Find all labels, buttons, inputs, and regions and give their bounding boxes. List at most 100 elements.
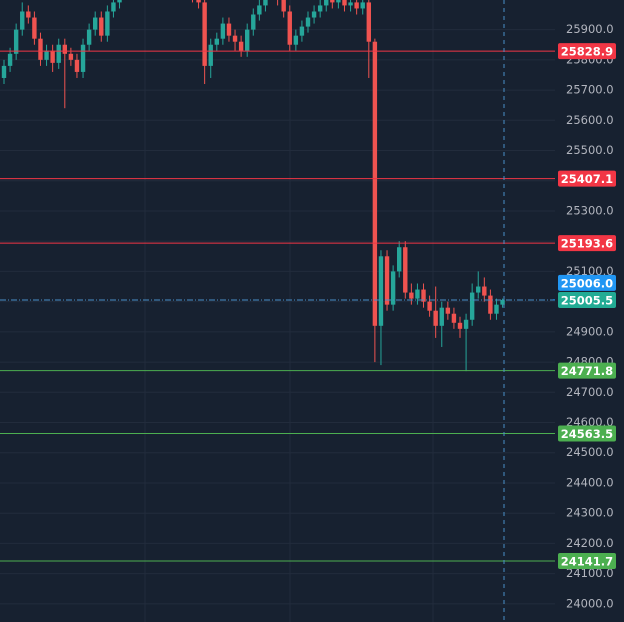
candle-body [99,17,104,36]
candle-body [257,5,262,15]
price-tag-label: 24771.8 [561,364,613,378]
candle-body [20,11,25,30]
candle-body [378,256,384,326]
grid [0,29,555,605]
candle-body [488,295,493,314]
candle-body [305,17,311,27]
price-tag-label: 24141.7 [561,555,613,569]
y-tick-label: 24100.0 [566,566,614,580]
candle-body [445,307,451,314]
y-tick-label: 24400.0 [566,475,614,489]
y-tick-label: 24700.0 [566,385,614,399]
price-tags: 25828.9 25407.1 25193.6 24771.8 24563.5 24141… [558,43,616,570]
candle-body [32,17,37,39]
candle-body [336,0,341,3]
price-tag-label: 25828.9 [561,45,613,59]
price-tag-label: 24563.5 [561,427,613,441]
price-tag-label: 25006.0 [561,276,613,290]
candle-body [74,59,80,72]
candle-body [50,50,55,63]
candle-body [433,310,438,326]
candle-body [232,35,238,42]
y-tick-label: 24900.0 [566,324,614,338]
y-tick-label: 24000.0 [566,596,614,610]
candle-body [439,307,444,326]
y-tick-label: 25900.0 [566,22,614,36]
candle-body [93,17,98,30]
candle-body [390,271,396,305]
candle-body [208,44,213,66]
candle-body [196,0,201,3]
candle-body [415,289,420,299]
candle-body [397,247,402,272]
candle-body [311,11,317,18]
candle-body [354,2,359,9]
candle-body [324,0,329,6]
candle-body [80,44,86,72]
y-tick-label: 25600.0 [566,113,614,127]
y-tick-label: 25500.0 [566,143,614,157]
price-tag-label: 25407.1 [561,172,613,186]
candle-body [263,0,268,6]
candle-body [281,0,286,12]
price-tag-box [558,425,616,442]
candle-body [360,2,365,9]
candle-body [226,23,232,36]
price-tag-label: 25193.6 [561,237,613,251]
candle-body [409,292,414,299]
candle-body [469,292,475,320]
candle-body [117,0,122,3]
candle-body [56,44,61,63]
y-tick-label: 25300.0 [566,203,614,217]
candle-body [330,0,335,3]
candle-body [238,41,244,51]
candle-body [105,11,110,36]
vertical-grid [144,0,434,622]
candle-body [372,41,378,326]
y-tick-label: 25100.0 [566,264,614,278]
candle-body [403,247,408,293]
y-tick-label: 24500.0 [566,445,614,459]
y-tick-label: 24200.0 [566,536,614,550]
price-tag-box [558,553,616,570]
candle-body [220,23,226,39]
candle-body [214,38,219,45]
candles [1,0,505,372]
levels [0,50,555,562]
price-tag-box [558,43,616,60]
y-tick-label: 24600.0 [566,415,614,429]
candle-body [366,2,371,42]
candle-body [299,26,305,36]
candle-body [287,11,292,45]
candle-body [293,35,299,45]
candle-body [482,286,487,296]
candle-body [26,11,31,18]
candle-body [1,65,7,78]
price-tag-box [558,291,616,308]
price-tag-box [558,170,616,187]
candle-body [86,29,92,45]
candle-body [7,53,13,66]
candle-body [384,256,390,305]
candle-body [427,301,432,311]
candle-body [62,44,67,54]
candle-body [476,286,481,293]
price-tag-box [558,274,616,291]
candle-body [38,38,43,60]
candle-body [463,319,469,329]
candle-body [202,2,207,66]
candle-body [245,29,250,51]
price-tag-box [558,235,616,252]
candle-body [457,322,463,329]
candle-body [342,0,347,6]
candle-body [348,2,353,6]
candle-body [44,50,49,60]
price-tag-box [558,362,616,379]
y-tick-label: 25700.0 [566,83,614,97]
price-tag-label: 25005.5 [561,293,613,307]
candle-body [494,304,499,314]
candle-body [317,5,323,12]
candle-body [500,299,505,305]
y-tick-label: 24300.0 [566,506,614,520]
